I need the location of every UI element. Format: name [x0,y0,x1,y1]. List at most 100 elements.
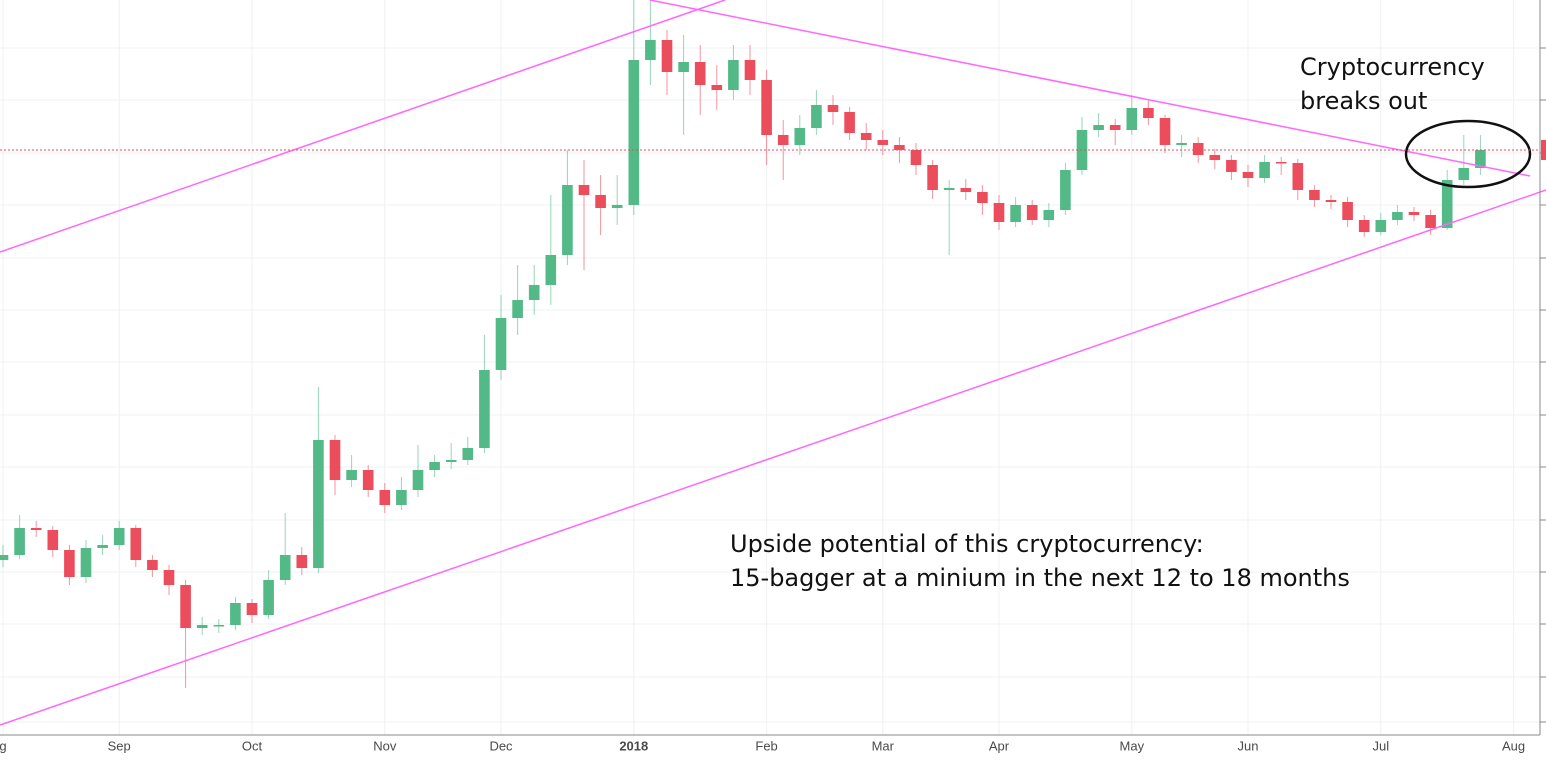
candle-body [97,545,108,548]
trend-lines [0,0,1546,726]
candle-body [396,490,407,505]
x-tick-label: Aug [1502,738,1525,753]
x-tick-label: g [0,738,7,753]
candle-body [230,603,241,625]
candle-body [1375,220,1387,232]
candle-body [777,135,789,145]
candle-body [462,448,474,460]
candle-body [313,440,324,568]
candle-body [1143,108,1154,118]
candle-body [1275,162,1287,164]
candle-body [894,145,905,150]
candle-body [977,192,988,203]
candle-body [661,40,673,72]
annotation: breaks out [1300,87,1427,115]
candle-body [263,580,274,615]
candle-body [80,548,92,577]
candle-body [113,528,125,545]
candle-body [1126,108,1138,130]
candle-body [562,185,573,255]
candle-body [512,300,523,318]
x-tick-label: Jun [1238,738,1259,753]
candle-body [1010,205,1021,222]
candle-body [1309,190,1320,200]
candle-body [545,255,557,285]
candle-body [811,105,822,128]
candle-body [578,185,590,195]
candle-body [761,80,772,135]
candle-body [927,165,938,190]
x-tick-label: Mar [872,738,895,753]
candle-body [180,585,191,628]
candle-body [595,195,606,208]
last-price-marker [1541,140,1546,160]
candle-body [1342,202,1353,220]
candle-body [628,60,640,205]
candle-body [64,550,75,577]
candle-body [794,128,806,145]
candle-body [1060,170,1071,210]
candle-body [1259,162,1270,178]
candle-body [1425,215,1436,228]
candle-body [943,188,955,190]
annotation: Cryptocurrency [1300,53,1485,81]
candle-body [1209,155,1221,160]
candle-body [728,60,739,90]
candle-body [1192,143,1204,155]
candle-body [1176,143,1187,145]
highlight-circle [1404,119,1532,189]
candle-body [479,370,490,448]
candle-body [645,40,656,60]
candle-body [495,318,507,370]
candle-body [213,625,225,627]
candle-body [1292,163,1304,190]
candle-body [678,62,689,72]
candle-body [1408,212,1420,215]
candle-body [528,285,540,300]
candle-body [379,490,391,505]
candle-body [694,62,706,85]
x-tick-label: 2018 [619,738,648,753]
candle-body [1242,172,1254,178]
lower-channel-line [0,189,1546,726]
candle-body [429,462,440,470]
candle-body [362,470,374,490]
annotation: Upside potential of this cryptocurrency: [730,530,1204,558]
candle-body [1226,160,1237,172]
candle-body [14,528,25,555]
candle-body [1475,150,1486,168]
x-tick-label: May [1120,738,1145,753]
candle-body [147,560,158,570]
x-tick-label: Sep [108,738,131,753]
candle-body [296,555,308,568]
candle-body [130,528,142,560]
candle-body [827,105,839,112]
candle-body [1109,125,1121,130]
candle-body [860,133,872,140]
candle-body [412,470,424,490]
x-tick-label: Oct [242,738,263,753]
candle-body [910,150,922,165]
candle-body [445,460,457,462]
candle-body [279,555,291,580]
candle-body [744,60,756,80]
x-tick-label: Nov [373,738,397,753]
candle-body [0,555,9,560]
x-tick-label: Dec [489,738,513,753]
candle-body [1358,220,1370,232]
candle-body [1458,168,1470,180]
candles [0,0,1486,688]
candle-body [1441,180,1453,228]
x-tick-label: Apr [989,738,1010,753]
candle-body [1026,205,1038,220]
candle-body [877,140,889,145]
candle-body [246,603,258,615]
candle-body [1043,210,1055,220]
candle-body [993,203,1005,222]
candle-body [611,205,623,208]
x-tick-label: Jul [1372,738,1389,753]
candle-body [1093,125,1104,130]
annotation: 15-bagger at a minium in the next 12 to … [730,564,1350,592]
